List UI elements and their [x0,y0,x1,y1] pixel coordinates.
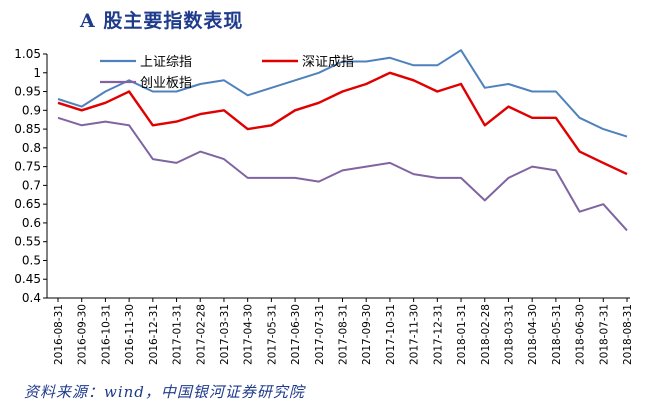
x-tick-label: 2017-06-30 [290,304,302,365]
source-note: 资料来源：wind，中国银河证券研究院 [24,383,305,401]
y-tick-label: 0.8 [22,141,41,155]
legend-label-0: 上证综指 [140,55,192,70]
x-tick-label: 2017-10-31 [385,304,397,365]
y-tick-label: 0.65 [14,197,41,211]
chart-title: A 股主要指数表现 [80,10,244,32]
series-line-0 [57,49,628,138]
x-tick-label: 2016-10-31 [100,304,112,365]
y-axis-ticks: 1.05 1 0.95 0.9 0.85 0.8 0.75 0.7 0.65 0.6 0.55 0.5… [14,47,47,305]
y-tick-label: 0.45 [14,272,41,286]
chart-axes [46,54,630,299]
x-tick-label: 2017-01-31 [172,304,184,365]
x-tick-label: 2016-08-31 [53,304,65,365]
series-lines [57,49,628,232]
x-tick-label: 2017-12-31 [432,304,444,365]
y-tick-label: 0.95 [14,85,41,99]
y-tick-label: 0.5 [22,253,41,267]
y-tick-label: 0.7 [22,178,41,192]
x-tick-label: 2017-07-31 [314,304,326,365]
y-tick-label: 0.4 [22,291,41,305]
x-tick-label: 2017-03-31 [219,304,231,365]
x-tick-label: 2018-02-28 [480,304,492,365]
x-tick-label: 2017-11-30 [409,304,421,365]
series-line-2 [57,116,628,232]
x-tick-label: 2018-01-31 [456,304,468,365]
y-tick-label: 0.9 [22,103,41,117]
x-tick-label: 2017-08-31 [338,304,350,365]
x-tick-label: 2018-06-30 [575,304,587,365]
legend-label-1: 深证成指 [302,55,354,70]
chart: 1.05 1 0.95 0.9 0.85 0.8 0.75 0.7 0.65 0.6 0.55 0.5… [14,47,634,365]
y-tick-label: 0.6 [22,216,41,230]
x-tick-label: 2017-09-30 [361,304,373,365]
legend-label-2: 创业板指 [140,76,192,91]
x-tick-label: 2017-05-31 [266,304,278,365]
x-tick-label: 2016-12-31 [148,304,160,365]
y-tick-label: 1.05 [14,47,41,61]
y-tick-label: 0.75 [14,160,41,174]
y-tick-label: 0.85 [14,122,41,136]
x-tick-label: 2018-04-30 [527,304,539,365]
x-tick-label: 2018-08-31 [622,304,634,365]
x-tick-label: 2018-03-31 [503,304,515,365]
x-tick-label: 2018-05-31 [551,304,563,365]
x-tick-label: 2017-02-28 [195,304,207,365]
y-tick-label: 0.55 [14,235,41,249]
x-tick-label: 2016-11-30 [124,304,136,365]
y-tick-label: 1 [33,66,41,80]
series-line-1 [57,71,628,176]
x-tick-label: 2016-09-30 [77,304,89,365]
x-tick-label: 2017-04-30 [243,304,255,365]
x-axis-ticks: 2016-08-31 2016-09-30 2016-10-31 2016-11-30… [53,298,634,365]
x-tick-label: 2018-07-31 [598,304,610,365]
